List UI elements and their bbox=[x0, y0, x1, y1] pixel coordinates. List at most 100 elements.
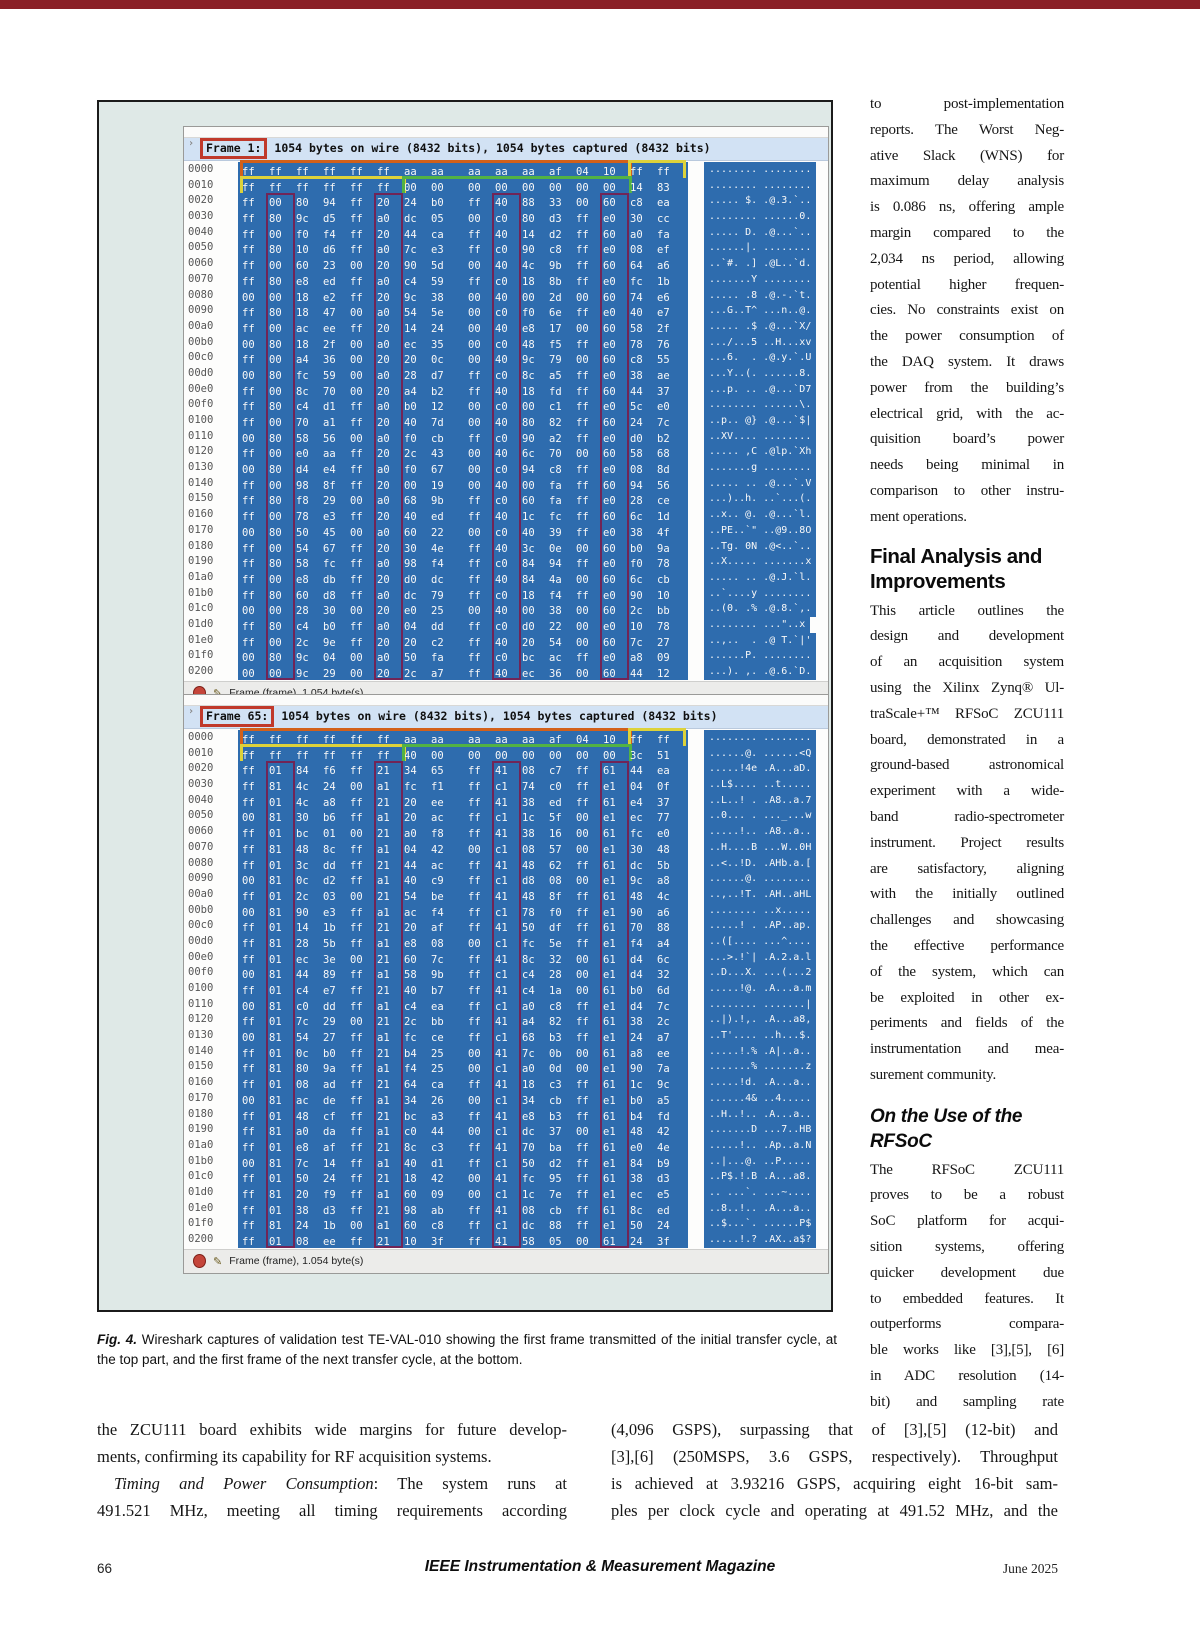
hex-bytes: 00 81 44 89 ff a1 58 9b ff c1 c4 28 00 e1 d4 32 bbox=[238, 965, 688, 981]
hex-row: 0170 00 80 50 45 00 a0 60 22 00 c0 40 39 ff e0 38 4f ..PE… bbox=[186, 522, 828, 539]
hex-row: 01b0 00 81 7c 14 ff a1 40 d1 ff c1 50 d2 ff e1 84 b9 ..|.… bbox=[186, 1153, 828, 1170]
hex-row: 0010 ff ff ff ff ff ff 00 00 00 00 00 00 00 00 14 83....… bbox=[186, 175, 828, 199]
hex-row: 01f0 00 80 9c 04 00 a0 50 fa ff c0 bc ac ff e0 a8 09....… bbox=[186, 648, 828, 664]
hex-bytes: ff 01 08 ad ff 21 64 ca ff 41 18 c3 ff 61 1c 9c bbox=[238, 1075, 688, 1091]
hex-bytes: ff 81 a0 da ff a1 c0 44 00 c1 dc 37 00 e1 48 42 bbox=[238, 1122, 688, 1138]
hex-row: 0200 ff 01 08 ee ff 21 10 3f ff 41 58 05 00 61 24 3f....… bbox=[186, 1232, 828, 1248]
text-line: quicker development due bbox=[870, 1264, 1064, 1281]
text-line: sition systems, offering bbox=[870, 1239, 1064, 1256]
paragraph-final-analysis: This article outlines the design and deve… bbox=[870, 599, 1064, 1089]
ascii-column: .......D ...7..HB bbox=[704, 1122, 817, 1138]
ascii-column: .....!4e .A...aD. bbox=[704, 761, 817, 778]
hex-row: 00a0 ff 00 ac ee ff 20 14 24 00 40 e8 17 00 60 58 2f....… bbox=[186, 318, 828, 335]
offset-label: 0200 bbox=[188, 665, 214, 677]
heading-on-the-use-of-rfsoc: On the Use of the RFSoC bbox=[870, 1104, 1064, 1154]
hex-bytes: ff 00 f0 f4 ff 20 44 ca ff 40 14 d2 ff 60 a0 fa bbox=[238, 224, 688, 241]
text-line: This article outlines the bbox=[870, 602, 1064, 619]
ascii-column: ......4& ..4..... bbox=[704, 1090, 817, 1107]
hex-bytes: ff 01 84 f6 ff 21 34 65 ff 41 08 c7 ff 61 44 ea bbox=[238, 761, 688, 777]
hex-bytes: 00 80 18 2f 00 a0 ec 35 00 c0 48 f5 ff e0 78 76 bbox=[238, 334, 688, 351]
hex-row: 0110 00 80 58 56 00 a0 f0 cb ff c0 90 a2 ff e0 d0 b2 ..XV… bbox=[186, 428, 828, 445]
hex-bytes: ff 01 50 24 ff 21 18 42 00 41 fc 95 ff 61 38 d3 bbox=[238, 1169, 688, 1185]
text-line: traScale+™ RFSoC ZCU111 bbox=[870, 705, 1064, 722]
offset-label: 01e0 bbox=[188, 1201, 214, 1214]
hex-row: 01c0 00 00 28 30 00 20 e0 25 00 40 00 38 00 60 2c bb ..(0… bbox=[186, 601, 828, 617]
ascii-column: ...). ,. .@.6.`D. bbox=[704, 664, 817, 680]
offset-label: 00a0 bbox=[188, 887, 214, 900]
offset-label: 0050 bbox=[188, 241, 214, 254]
offset-label: 00b0 bbox=[188, 903, 214, 916]
text-line: periments and fields of the bbox=[870, 1015, 1064, 1032]
hex-row: 0080 ff 01 3c dd ff 21 44 ac ff 41 48 62 ff 61 dc 5b ..<.… bbox=[186, 855, 828, 872]
hex-bytes: ff 81 24 1b 00 a1 60 c8 ff c1 dc 88 ff e1 50 24 bbox=[238, 1216, 688, 1232]
hex-row: 0100 ff 00 70 a1 ff 20 40 7d 00 40 80 82 ff 60 24 7c ..p.… bbox=[186, 413, 828, 429]
text-line: Final Analysis and bbox=[870, 544, 1043, 568]
hex-bytes: ff 01 3c dd ff 21 44 ac ff 41 48 62 ff 61 dc 5b bbox=[238, 855, 688, 872]
offset-label: 01b0 bbox=[188, 586, 214, 599]
hex-bytes: 00 00 18 e2 ff 20 9c 38 00 40 00 2d 00 60 74 e6 bbox=[238, 287, 688, 304]
offset-label: 00a0 bbox=[188, 319, 214, 332]
ascii-column: ..([.... ...^.... bbox=[704, 933, 817, 950]
text-line: are satisfactory, aligning bbox=[870, 860, 1064, 877]
hex-row: 01c0 ff 01 50 24 ff 21 18 42 00 41 fc 95 ff 61 38 d3 ..P$… bbox=[186, 1169, 828, 1185]
offset-label: 00d0 bbox=[188, 934, 214, 947]
ascii-column: ......|. ........ bbox=[704, 240, 817, 257]
hex-bytes: ff 01 ec 3e 00 21 60 7c ff 41 8c 32 00 61 d4 6c bbox=[238, 949, 688, 966]
ascii-column: .....!.. .A8..a.. bbox=[704, 824, 817, 840]
hex-bytes: ff 80 c4 b0 ff a0 04 dd ff c0 d0 22 00 e0 10 78 bbox=[238, 616, 688, 633]
text-line: design and development bbox=[870, 628, 1064, 645]
offset-label: 0190 bbox=[188, 555, 214, 568]
hex-bytes: ff 80 18 47 00 a0 54 5e 00 c0 f0 6e ff e0 40 e7 bbox=[238, 303, 688, 319]
ascii-column: ..X..... .......x bbox=[704, 554, 817, 570]
hex-bytes: ff 00 2c 9e ff 20 20 c2 ff 40 20 54 00 60 7c 27 bbox=[238, 632, 688, 649]
offset-label: 0060 bbox=[188, 257, 214, 270]
text-line: of the system, which can bbox=[870, 963, 1064, 980]
text-line: the ZCU111 board exhibits wide margins f… bbox=[97, 1420, 567, 1439]
frame-65-label: Frame 65: bbox=[200, 706, 275, 727]
text-line: maximum delay analysis bbox=[870, 173, 1064, 190]
hex-bytes: ff ff ff ff ff ff aa aa aa aa aa af 04 10 ff ff bbox=[238, 160, 688, 183]
hex-row: 01b0 ff 80 60 d8 ff a0 dc 79 ff c0 18 f4 ff e0 90 10 ..`.… bbox=[186, 585, 828, 602]
italic-text-segment: Timing and Power Consumption bbox=[114, 1474, 374, 1493]
text-line: ments, confirming its capability for RF … bbox=[97, 1447, 492, 1466]
frame-65-summary: 1054 bytes on wire (8432 bits), 1054 byt… bbox=[281, 709, 718, 723]
wireshark-window-frame-65: › Frame 65: 1054 bytes on wire (8432 bits)… bbox=[183, 694, 829, 1274]
hex-row: 0120 ff 01 7c 29 00 21 2c bb ff 41 a4 82 ff 61 38 2c ..|)… bbox=[186, 1012, 828, 1028]
ascii-column: ..T'.... ..h...$. bbox=[704, 1028, 817, 1044]
hex-bytes: ff 00 8c 70 00 20 a4 b2 ff 40 18 fd ff 60 44 37 bbox=[238, 381, 688, 398]
offset-label: 0080 bbox=[188, 288, 214, 301]
hex-row: 0120 ff 00 e0 aa ff 20 2c 43 00 40 6c 70 00 60 58 68....… bbox=[186, 444, 828, 460]
offset-label: 01c0 bbox=[188, 602, 214, 615]
text-line: 491.521 MHz, meeting all timing requirem… bbox=[97, 1501, 567, 1520]
ascii-column: .....!.? .AX..a$? bbox=[704, 1232, 817, 1248]
text-line: quisition board’s power bbox=[870, 431, 1064, 448]
hex-row: 0090 ff 80 18 47 00 a0 54 5e 00 c0 f0 6e ff e0 40 e7 ...G… bbox=[186, 303, 828, 319]
hex-row: 00c0 ff 00 a4 36 00 20 20 0c 00 40 9c 79 00 60 c8 55 ...6… bbox=[186, 350, 828, 366]
ascii-column: .....!.. .Ap..a.N bbox=[704, 1137, 817, 1154]
hex-row: 0190 ff 80 58 fc ff a0 98 f4 ff c0 84 94 ff e0 f0 78 ..X.… bbox=[186, 554, 828, 570]
hex-bytes: ff ff ff ff ff ff aa aa aa aa aa af 04 10 ff ff bbox=[238, 728, 688, 751]
hex-bytes: ff 00 a4 36 00 20 20 0c 00 40 9c 79 00 60 c8 55 bbox=[238, 350, 688, 366]
text-line: outperforms compara- bbox=[870, 1316, 1064, 1333]
hex-bytes: ff 00 70 a1 ff 20 40 7d 00 40 80 82 ff 60 24 7c bbox=[238, 413, 688, 429]
ascii-column: ..,..!T. .AH..aHL bbox=[704, 886, 817, 903]
hex-row: 00b0 00 81 90 e3 ff a1 ac f4 ff c1 78 f0 ff e1 90 a6....… bbox=[186, 902, 828, 919]
text-line: challenges and showcasing bbox=[870, 912, 1064, 929]
hex-row: 0020 ff 00 80 94 ff 20 24 b0 ff 40 88 33 00 60 c8 ea....… bbox=[186, 193, 828, 209]
text-line: proves to be a robust bbox=[870, 1187, 1064, 1204]
hex-bytes: ff 01 7c 29 00 21 2c bb ff 41 a4 82 ff 61 38 2c bbox=[238, 1012, 688, 1028]
ascii-column: ..`#. .] .@L..`d. bbox=[704, 256, 817, 272]
offset-label: 0150 bbox=[188, 1060, 214, 1073]
status-dot-icon bbox=[193, 1254, 206, 1269]
hex-row: 0090 00 81 0c d2 ff a1 40 c9 ff c1 d8 08 00 e1 9c a8....… bbox=[186, 871, 828, 887]
hex-row: 00f0 ff 80 c4 d1 ff a0 b0 12 00 c0 00 c1 ff e0 5c e0....… bbox=[186, 397, 828, 413]
offset-label: 01d0 bbox=[188, 1185, 214, 1198]
hex-bytes: ff 01 e8 af ff 21 8c c3 ff 41 70 ba ff 61 e0 4e bbox=[238, 1137, 688, 1154]
hex-row: 0160 ff 00 78 e3 ff 20 40 ed ff 40 1c fc ff 60 6c 1d ..x.… bbox=[186, 507, 828, 523]
hex-row: 0040 ff 00 f0 f4 ff 20 44 ca ff 40 14 d2 ff 60 a0 fa....… bbox=[186, 224, 828, 241]
ascii-column: ........ .......| bbox=[704, 996, 817, 1013]
offset-label: 0190 bbox=[188, 1123, 214, 1136]
status-text: Frame (frame), 1.054 byte(s) bbox=[229, 1255, 364, 1268]
ascii-column: .....!.% .A|..a.. bbox=[704, 1043, 817, 1060]
